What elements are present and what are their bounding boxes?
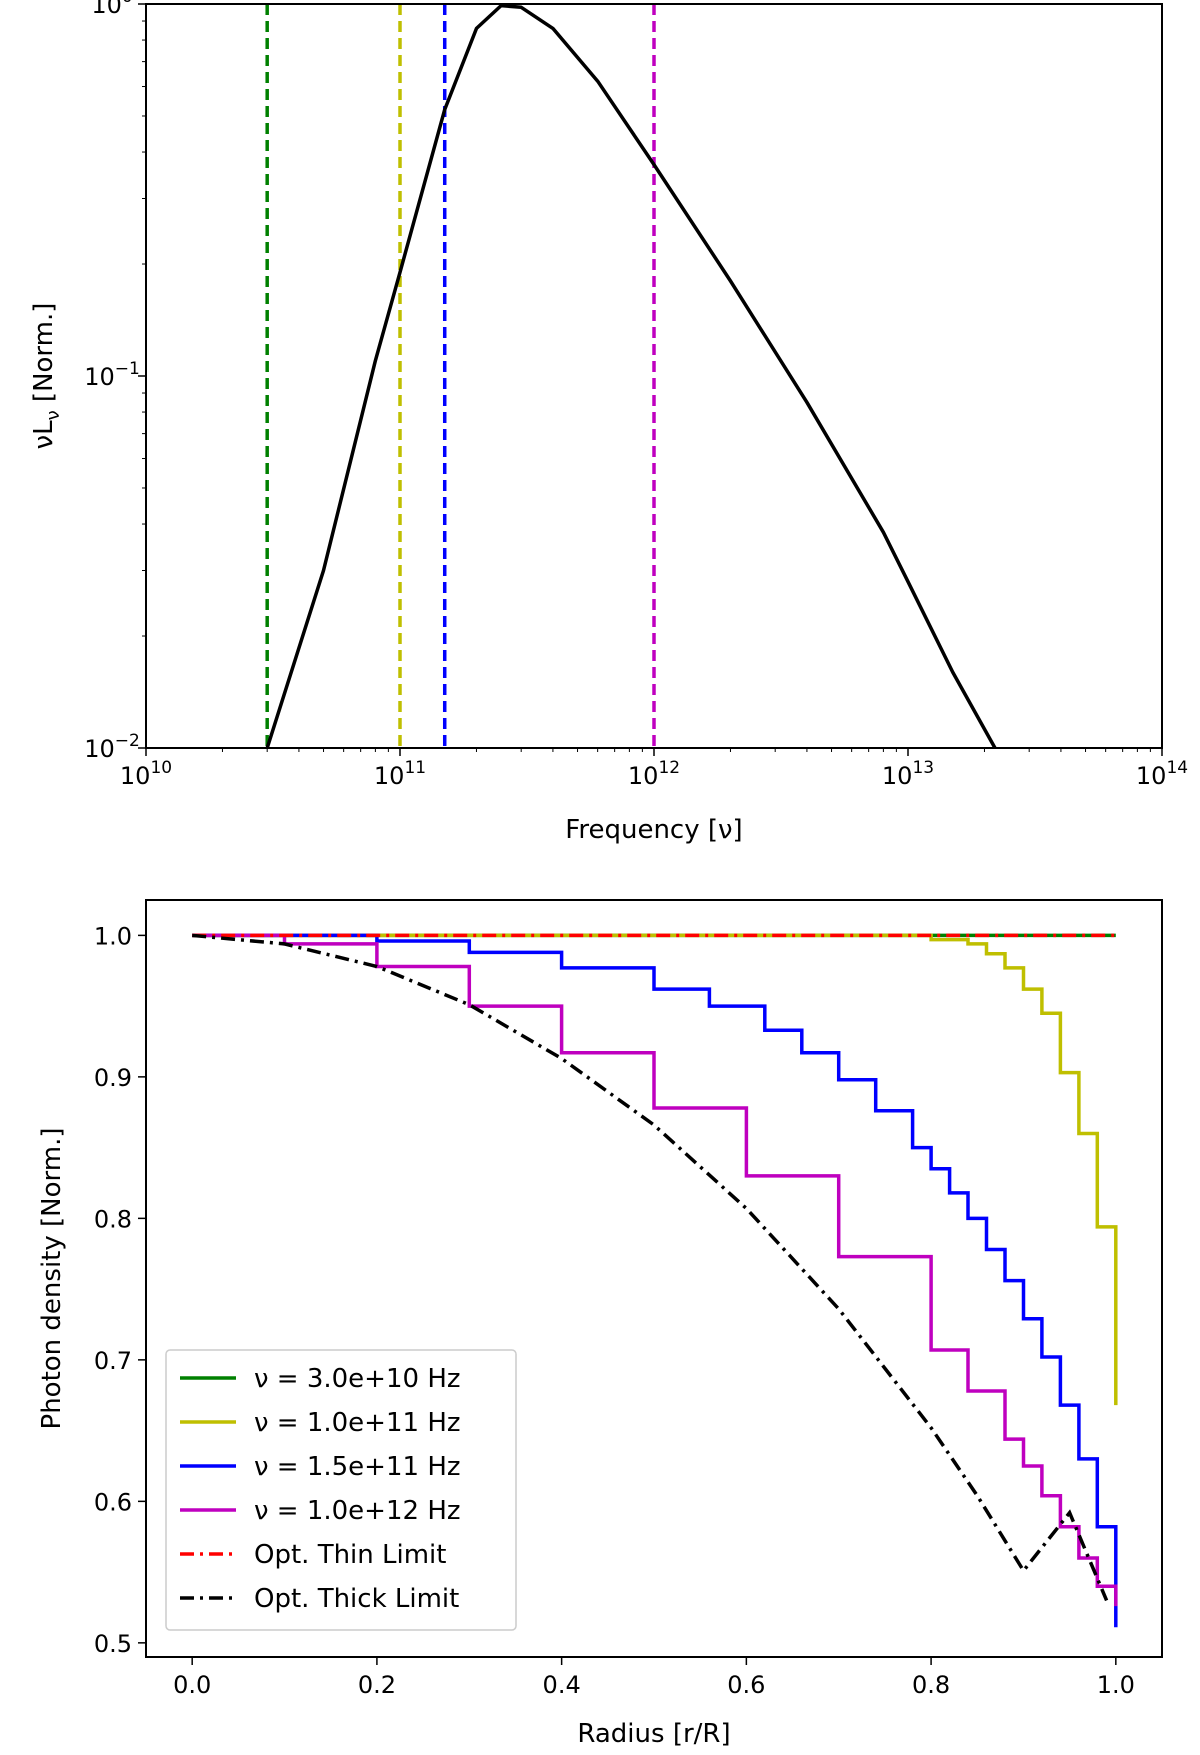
- y-tick-label: 0.9: [94, 1064, 132, 1092]
- x-tick-label: 0.6: [727, 1671, 765, 1699]
- x-tick-label: 1.0: [1097, 1671, 1135, 1699]
- y-tick-label: 0.7: [94, 1347, 132, 1375]
- y-tick-label: 0.6: [94, 1488, 132, 1516]
- y-tick-label: 10−1: [84, 359, 140, 391]
- y-tick-label: 100: [91, 0, 132, 19]
- legend-entry: ν = 1.5e+11 Hz: [180, 1452, 461, 1482]
- photon-density-axes-frame: [145, 899, 1163, 1658]
- legend-entry: Opt. Thin Limit: [180, 1540, 446, 1570]
- photon-density-chart: 0.0 0.2 0.4 0.6 0.8 1.0 0.5 0.6 0.7 0.8 0.9 1.0 Ra…: [37, 899, 1163, 1749]
- spectrum-y-axis: 10−2 10−1 100: [84, 0, 146, 763]
- legend-entry: ν = 3.0e+10 Hz: [180, 1364, 461, 1394]
- legend-label: ν = 1.0e+11 Hz: [254, 1408, 461, 1438]
- legend: ν = 3.0e+10 Hz ν = 1.0e+11 Hz ν = 1.5e+11 …: [165, 1349, 517, 1631]
- x-tick-label: 0.2: [358, 1671, 396, 1699]
- series-line: [192, 933, 1109, 1602]
- x-tick-label: 0.0: [173, 1671, 211, 1699]
- x-tick-label: 1014: [1136, 758, 1188, 790]
- y-label-prefix: νL: [29, 420, 59, 450]
- legend-box: [165, 1349, 517, 1631]
- spectrum-curve: [265, 3, 997, 749]
- legend-label: ν = 1.5e+11 Hz: [254, 1452, 461, 1482]
- photon-density-x-axis-label: Radius [r/R]: [577, 1719, 730, 1749]
- photon-density-plot-area: [192, 933, 1118, 1628]
- series-line: [192, 933, 1118, 1406]
- y-label-subscript: ν: [43, 410, 64, 420]
- legend-label: Opt. Thick Limit: [254, 1584, 459, 1614]
- legend-label: Opt. Thin Limit: [254, 1540, 446, 1570]
- x-tick-label: 0.8: [912, 1671, 950, 1699]
- legend-entry: ν = 1.0e+11 Hz: [180, 1408, 461, 1438]
- y-label-suffix: [Norm.]: [29, 303, 59, 411]
- x-tick-label: 1011: [374, 758, 426, 790]
- spectrum-plot-area: [265, 3, 997, 749]
- photon-density-x-axis: 0.0 0.2 0.4 0.6 0.8 1.0: [173, 1657, 1135, 1699]
- x-tick-label: 0.4: [543, 1671, 581, 1699]
- y-tick-label: 0.8: [94, 1205, 132, 1233]
- legend-entry: Opt. Thick Limit: [180, 1584, 459, 1614]
- spectrum-y-axis-label: νLν [Norm.]: [29, 303, 64, 450]
- spectrum-chart: 1010 1011 1012 1013 1014 10−2 10−1 100 Frequen…: [29, 0, 1188, 845]
- photon-density-y-axis: 0.5 0.6 0.7 0.8 0.9 1.0: [94, 922, 146, 1658]
- x-tick-label: 1010: [120, 758, 172, 790]
- y-tick-label: 10−2: [84, 731, 140, 763]
- x-tick-label: 1013: [882, 758, 934, 790]
- legend-label: ν = 1.0e+12 Hz: [254, 1496, 461, 1526]
- series-line: [192, 933, 1118, 1607]
- photon-density-y-axis-label: Photon density [Norm.]: [37, 1128, 67, 1430]
- legend-label: ν = 3.0e+10 Hz: [254, 1364, 461, 1394]
- spectrum-x-axis: 1010 1011 1012 1013 1014: [120, 748, 1188, 790]
- y-tick-label: 1.0: [94, 922, 132, 950]
- x-tick-label: 1012: [628, 758, 680, 790]
- series-line: [192, 933, 1118, 1628]
- spectrum-x-axis-label: Frequency [ν]: [565, 815, 742, 845]
- legend-entry: ν = 1.0e+12 Hz: [180, 1496, 461, 1526]
- y-tick-label: 0.5: [94, 1630, 132, 1658]
